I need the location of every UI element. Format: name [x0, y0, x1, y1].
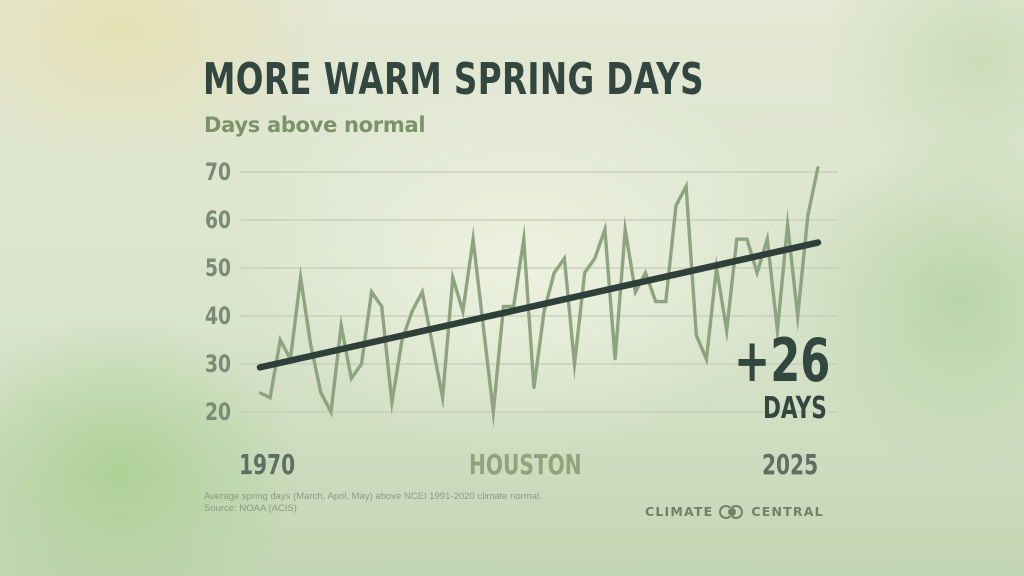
data-point — [441, 396, 444, 399]
data-point — [674, 204, 678, 207]
y-axis-ticks: 20 30 40 50 60 70 — [205, 159, 231, 427]
data-point — [482, 324, 485, 327]
data-point — [431, 343, 434, 346]
data-point — [725, 329, 728, 332]
data-point — [644, 271, 647, 274]
data-point — [319, 391, 323, 394]
data-point — [380, 305, 383, 308]
data-point — [573, 362, 576, 366]
data-point — [492, 410, 495, 414]
data-point — [735, 238, 739, 241]
data-point — [583, 271, 586, 274]
data-point — [766, 238, 769, 241]
location-label: HOUSTON — [469, 448, 582, 481]
data-point — [522, 238, 525, 241]
data-point — [796, 314, 799, 318]
chart-subtitle: Days above normal — [204, 113, 426, 137]
chart-title: MORE WARM SPRING DAYS — [203, 54, 704, 105]
data-point — [664, 300, 668, 303]
y-tick-label: 30 — [205, 351, 231, 379]
data-point — [461, 310, 465, 313]
data-point — [390, 401, 394, 404]
data-point — [705, 358, 708, 361]
data-point — [776, 329, 779, 332]
data-point — [512, 305, 515, 308]
data-point — [593, 257, 596, 260]
y-tick-label: 70 — [205, 159, 231, 187]
y-tick-label: 50 — [205, 255, 231, 283]
y-tick-label: 20 — [205, 399, 231, 427]
data-point — [603, 228, 607, 231]
x-tick-label-end: 2025 — [762, 448, 819, 481]
data-point — [258, 391, 262, 394]
data-point — [279, 338, 282, 342]
series-line-days-above-normal — [259, 166, 820, 429]
data-point — [299, 276, 302, 279]
data-point — [370, 290, 373, 294]
data-point — [400, 338, 404, 342]
y-tick-label: 40 — [205, 303, 231, 331]
data-point — [350, 377, 353, 380]
data-point — [502, 305, 505, 308]
brand-logo: CLIMATE CENTRAL — [645, 504, 824, 519]
data-point — [471, 238, 475, 241]
x-tick-label-start: 1970 — [239, 448, 296, 481]
data-point — [339, 324, 343, 327]
brand-name-second: CENTRAL — [751, 504, 824, 519]
data-point — [360, 362, 363, 366]
brand-name-first: CLIMATE — [645, 504, 714, 519]
data-point — [613, 358, 617, 361]
data-point — [553, 271, 556, 274]
data-point — [451, 276, 454, 279]
data-point — [624, 228, 627, 231]
series-layer — [256, 166, 822, 429]
data-point — [684, 185, 688, 188]
gridlines — [240, 171, 838, 413]
data-point — [745, 238, 749, 241]
data-point — [806, 214, 810, 217]
footnote-description: Average spring days (March, April, May) … — [204, 491, 542, 502]
data-point — [816, 166, 820, 169]
change-annotation: +26 — [734, 326, 831, 396]
data-point — [268, 396, 272, 399]
data-point — [421, 290, 424, 294]
trend-line — [256, 239, 822, 371]
footnote: Average spring days (March, April, May) … — [204, 491, 542, 515]
data-point — [309, 343, 312, 346]
data-point — [634, 290, 637, 294]
y-tick-label: 60 — [205, 207, 231, 235]
data-point — [654, 300, 657, 303]
data-point — [786, 223, 789, 226]
data-point — [563, 257, 566, 260]
climate-central-logo-icon — [719, 504, 745, 519]
change-unit-annotation: DAYS — [763, 391, 827, 426]
data-point — [755, 271, 759, 274]
data-point — [542, 310, 546, 313]
data-point — [532, 386, 536, 390]
footnote-source: Source: NOAA (ACIS) — [204, 503, 297, 514]
data-point — [329, 410, 333, 414]
data-point — [410, 310, 414, 313]
data-point — [695, 334, 698, 337]
